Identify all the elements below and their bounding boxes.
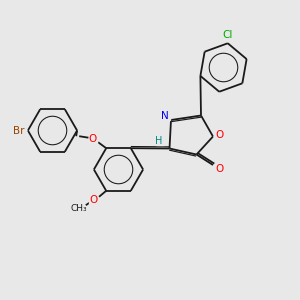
Text: Cl: Cl — [223, 30, 233, 40]
Bar — [156, 139, 164, 145]
Text: N: N — [160, 111, 168, 121]
Text: H: H — [155, 136, 163, 146]
Bar — [223, 31, 233, 39]
Bar — [214, 164, 223, 171]
Text: Br: Br — [13, 125, 24, 136]
Bar — [88, 136, 97, 143]
Text: O: O — [215, 130, 224, 140]
Bar — [89, 197, 98, 204]
Text: O: O — [89, 195, 98, 206]
Text: CH₃: CH₃ — [71, 204, 88, 213]
Bar — [214, 131, 223, 139]
Text: O: O — [88, 134, 97, 144]
Text: O: O — [215, 164, 224, 174]
Bar — [13, 127, 26, 134]
Bar — [161, 112, 170, 120]
